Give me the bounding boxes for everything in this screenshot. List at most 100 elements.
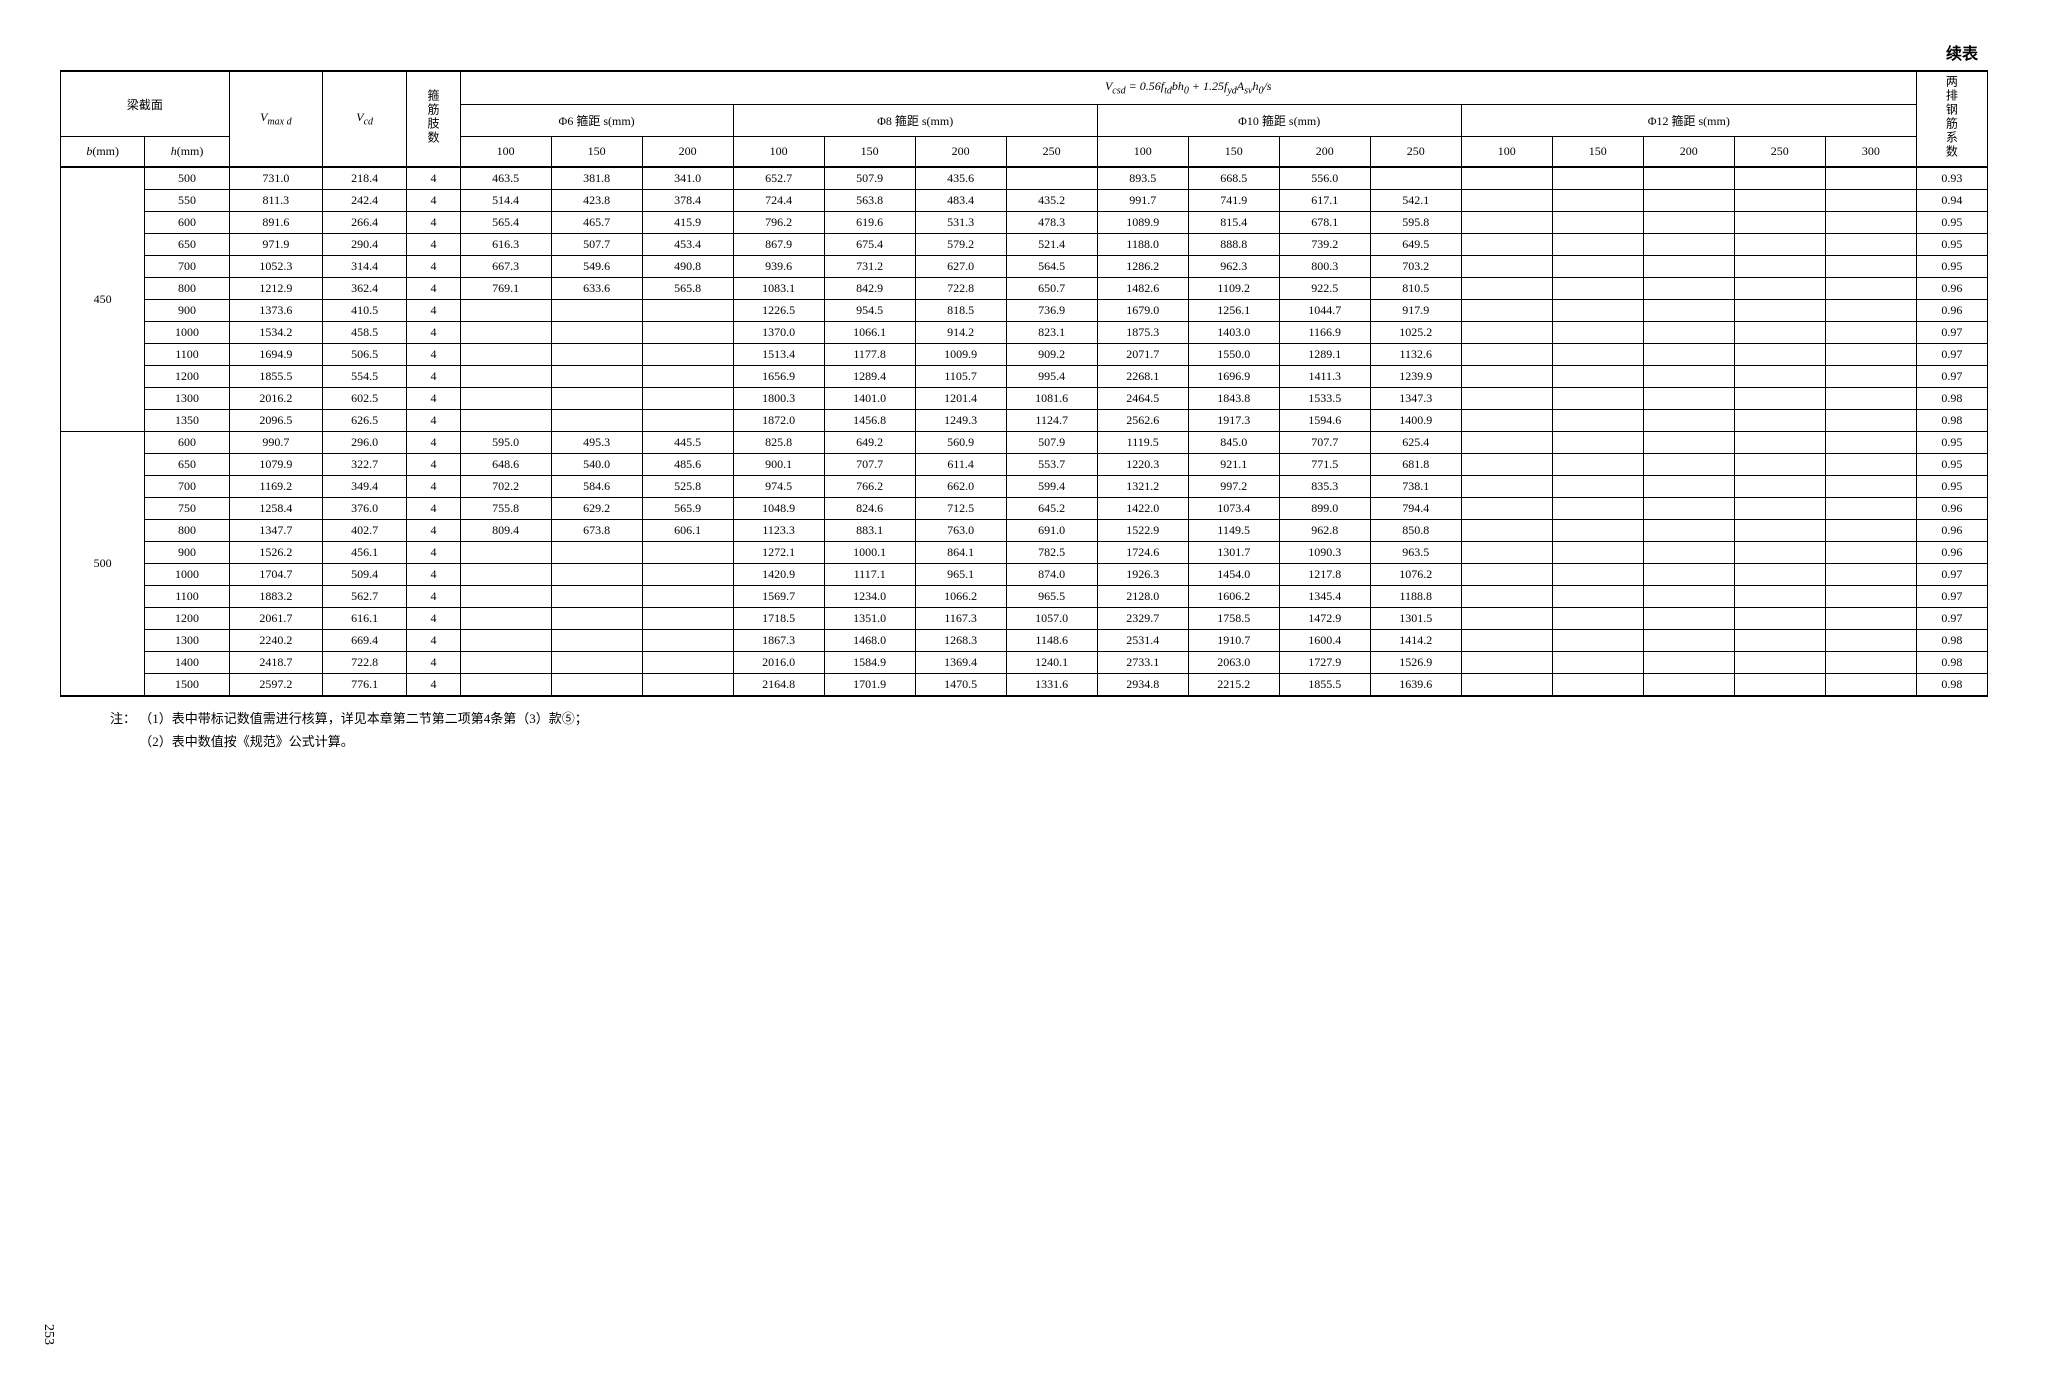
cell: 741.9 [1188, 190, 1279, 212]
cell: 376.0 [322, 498, 406, 520]
cell: 4 [407, 388, 460, 410]
cell: 4 [407, 608, 460, 630]
cell: 415.9 [642, 212, 733, 234]
cell [1643, 388, 1734, 410]
cell: 2464.5 [1097, 388, 1188, 410]
cell: 2164.8 [733, 674, 824, 697]
cell [551, 322, 642, 344]
cell: 579.2 [915, 234, 1006, 256]
cell [1552, 498, 1643, 520]
cell: 991.7 [1097, 190, 1188, 212]
cell: 1639.6 [1370, 674, 1461, 697]
cell: 1258.4 [229, 498, 322, 520]
cell: 900 [145, 300, 229, 322]
cell [1825, 608, 1916, 630]
cell: 1550.0 [1188, 344, 1279, 366]
cell: 2096.5 [229, 410, 322, 432]
cell: 1917.3 [1188, 410, 1279, 432]
cell: 800 [145, 520, 229, 542]
cell: 435.6 [915, 167, 1006, 190]
cell: 633.6 [551, 278, 642, 300]
cell: 1347.7 [229, 520, 322, 542]
cell: 1148.6 [1006, 630, 1097, 652]
cell: 1124.7 [1006, 410, 1097, 432]
cell: 2597.2 [229, 674, 322, 697]
cell [551, 586, 642, 608]
cell [1552, 344, 1643, 366]
cell: 1132.6 [1370, 344, 1461, 366]
cell: 1200 [145, 608, 229, 630]
cell [1734, 388, 1825, 410]
cell: 900 [145, 542, 229, 564]
cell [551, 674, 642, 697]
cell: 1268.3 [915, 630, 1006, 652]
cell: 673.8 [551, 520, 642, 542]
cell [551, 388, 642, 410]
cell: 1872.0 [733, 410, 824, 432]
cell [460, 322, 551, 344]
cell [642, 300, 733, 322]
cell [642, 630, 733, 652]
cell: 2268.1 [1097, 366, 1188, 388]
table-body: 450500731.0218.44463.5381.8341.0652.7507… [61, 167, 1988, 696]
cell: 0.93 [1916, 167, 1987, 190]
cell: 2562.6 [1097, 410, 1188, 432]
cell: 645.2 [1006, 498, 1097, 520]
cell: 1656.9 [733, 366, 824, 388]
cell [1734, 630, 1825, 652]
cell [1552, 212, 1643, 234]
cell [1734, 564, 1825, 586]
cell [1825, 674, 1916, 697]
cell: 1166.9 [1279, 322, 1370, 344]
cell: 507.9 [1006, 432, 1097, 454]
cell [1461, 234, 1552, 256]
notes: 注： （1）表中带标记数值需进行核算，详见本章第二节第二项第4条第（3）款⑤； … [110, 707, 1988, 754]
cell: 500 [145, 167, 229, 190]
cell [1461, 586, 1552, 608]
hdr-coef: 两排钢筋系数 [1916, 71, 1987, 167]
cell: 0.98 [1916, 674, 1987, 697]
cell [642, 608, 733, 630]
cell: 506.5 [322, 344, 406, 366]
cell: 2071.7 [1097, 344, 1188, 366]
table-row: 10001704.7509.441420.91117.1965.1874.019… [61, 564, 1988, 586]
cell: 485.6 [642, 454, 733, 476]
cell: 722.8 [915, 278, 1006, 300]
cell [1552, 542, 1643, 564]
cell [1006, 167, 1097, 190]
cell: 509.4 [322, 564, 406, 586]
cell [1643, 454, 1734, 476]
cell: 595.0 [460, 432, 551, 454]
cell: 0.97 [1916, 586, 1987, 608]
hdr-section: 梁截面 [61, 71, 230, 137]
cell: 864.1 [915, 542, 1006, 564]
cell: 1701.9 [824, 674, 915, 697]
cell [1734, 520, 1825, 542]
cell: 4 [407, 586, 460, 608]
cell [1552, 564, 1643, 586]
cell: 811.3 [229, 190, 322, 212]
cell: 564.5 [1006, 256, 1097, 278]
cell: 0.97 [1916, 608, 1987, 630]
cell: 891.6 [229, 212, 322, 234]
cell: 629.2 [551, 498, 642, 520]
cell: 662.0 [915, 476, 1006, 498]
cell: 823.1 [1006, 322, 1097, 344]
cell [1734, 278, 1825, 300]
cell [460, 300, 551, 322]
cell: 495.3 [551, 432, 642, 454]
cell [1643, 652, 1734, 674]
cell: 1089.9 [1097, 212, 1188, 234]
table-row: 9001373.6410.541226.5954.5818.5736.91679… [61, 300, 1988, 322]
cell: 736.9 [1006, 300, 1097, 322]
cell: 1167.3 [915, 608, 1006, 630]
hdr-formula: Vcsd = 0.56ftdbh0 + 1.25fydAsvh0/s [460, 71, 1916, 104]
cell: 565.8 [642, 278, 733, 300]
cell: 818.5 [915, 300, 1006, 322]
cell: 1513.4 [733, 344, 824, 366]
cell: 1300 [145, 388, 229, 410]
cell: 0.98 [1916, 388, 1987, 410]
cell: 549.6 [551, 256, 642, 278]
hdr-vmaxd: Vmax d [229, 71, 322, 167]
cell: 1226.5 [733, 300, 824, 322]
